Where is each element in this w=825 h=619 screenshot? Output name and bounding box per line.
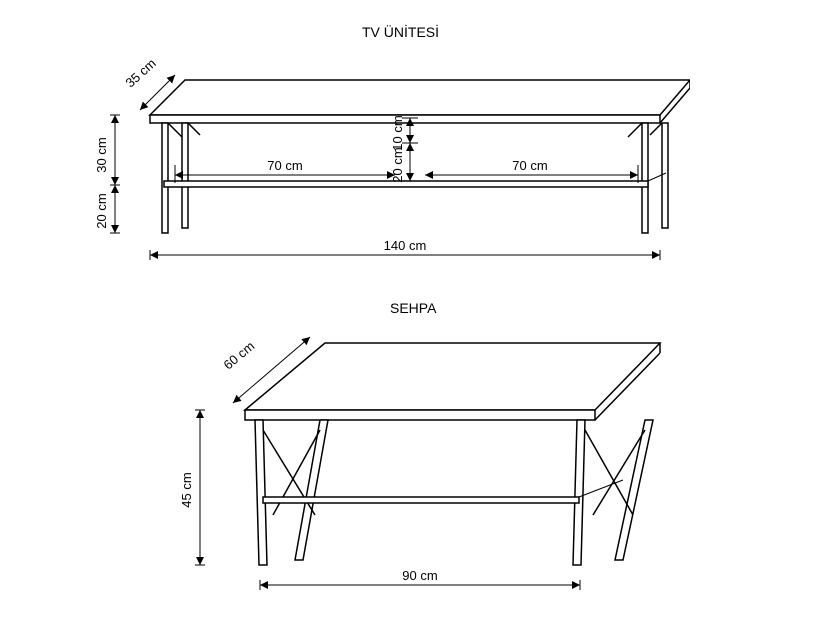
dim-depth-60-label: 60 cm [221, 338, 258, 372]
tv-unit-title: TV ÜNİTESİ [362, 24, 439, 40]
sehpa-legs [255, 420, 653, 565]
dim-w70-left: 70 cm [175, 158, 395, 183]
tv-legs [162, 123, 668, 233]
dim-h45-label: 45 cm [179, 472, 194, 507]
dim-w70-right: 70 cm [425, 158, 638, 183]
dim-w140: 140 cm [150, 238, 660, 260]
dim-w140-label: 140 cm [384, 238, 427, 253]
tv-unit-diagram: 35 cm 30 cm 20 cm 140 cm 70 cm 70 cm 10 … [90, 55, 690, 270]
dim-w90: 90 cm [260, 568, 580, 590]
dim-w70l-label: 70 cm [267, 158, 302, 173]
dim-depth-35-label: 35 cm [122, 56, 158, 91]
sehpa-title: SEHPA [390, 300, 436, 316]
dim-w70r-label: 70 cm [512, 158, 547, 173]
dim-h20-label: 20 cm [94, 193, 109, 228]
dim-v20-label: 20 cm [390, 147, 405, 182]
dim-h30-label: 30 cm [94, 137, 109, 172]
sehpa-diagram: 60 cm 45 cm 90 cm [155, 325, 675, 605]
dim-v20: 20 cm [390, 143, 418, 183]
dim-w90-label: 90 cm [402, 568, 437, 583]
dim-v10-label: 10 cm [390, 115, 405, 150]
tv-tabletop [150, 80, 690, 123]
dim-h45: 45 cm [179, 410, 205, 565]
sehpa-tabletop [245, 343, 660, 420]
dim-h30: 30 cm [94, 115, 120, 185]
dim-h20: 20 cm [94, 185, 120, 233]
